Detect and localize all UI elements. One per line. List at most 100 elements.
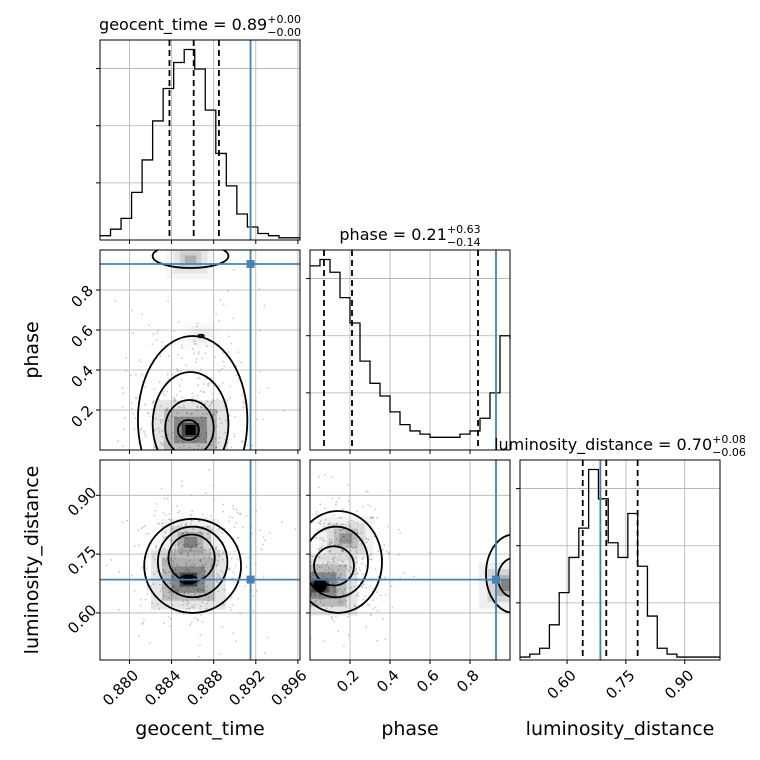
sample-point xyxy=(362,505,364,508)
sample-point xyxy=(341,550,344,553)
sample-point xyxy=(156,603,159,606)
sample-point xyxy=(131,309,133,312)
sample-point xyxy=(191,417,194,420)
sample-point xyxy=(162,569,165,572)
sample-point xyxy=(333,553,336,556)
sample-point xyxy=(175,393,178,396)
sample-point xyxy=(110,559,112,561)
sample-point xyxy=(325,564,327,567)
sample-point xyxy=(346,545,349,548)
sample-point xyxy=(387,552,390,554)
sample-point xyxy=(144,403,147,406)
contour-line xyxy=(164,399,215,450)
sample-point xyxy=(203,437,206,440)
sample-point xyxy=(331,562,334,565)
sample-point xyxy=(174,416,177,419)
sample-point xyxy=(239,512,242,515)
sample-point xyxy=(191,545,193,547)
sample-point xyxy=(170,539,173,542)
sample-point xyxy=(214,547,217,550)
sample-point xyxy=(158,431,161,433)
sample-point xyxy=(126,519,128,522)
sample-point xyxy=(365,625,368,628)
sample-point xyxy=(184,530,187,533)
sample-point xyxy=(360,562,363,565)
panel-phase-hist xyxy=(310,250,510,450)
sample-point xyxy=(117,440,119,443)
sample-point xyxy=(329,568,332,571)
sample-point xyxy=(356,552,358,555)
sample-point xyxy=(180,344,183,346)
sample-point xyxy=(153,573,156,575)
sample-point xyxy=(242,406,245,408)
sample-point xyxy=(146,588,149,591)
sample-point xyxy=(219,299,222,301)
sample-point xyxy=(223,588,226,591)
sample-point xyxy=(367,491,369,493)
sample-point xyxy=(323,522,325,525)
sample-point xyxy=(196,405,199,408)
sample-point xyxy=(331,616,334,619)
sample-point xyxy=(185,607,188,610)
sample-point xyxy=(210,402,213,405)
hist-geocent_time xyxy=(100,48,300,239)
sample-point xyxy=(365,541,368,544)
sample-point xyxy=(176,353,179,356)
sample-point xyxy=(223,527,226,530)
sample-point xyxy=(175,572,178,575)
sample-point xyxy=(314,599,317,602)
sample-point xyxy=(372,608,375,610)
sample-point xyxy=(333,524,336,526)
sample-point xyxy=(383,544,386,547)
sample-point xyxy=(202,588,205,591)
sample-point xyxy=(385,550,388,553)
sample-point xyxy=(326,561,329,563)
sample-point xyxy=(228,520,230,523)
sample-point xyxy=(218,553,221,556)
sample-point xyxy=(162,390,165,393)
sample-point xyxy=(364,490,367,493)
sample-point xyxy=(216,576,219,579)
sample-point xyxy=(143,525,146,528)
sample-point xyxy=(122,392,125,395)
sample-point xyxy=(222,360,225,363)
scatter-luminosity_distance-vs-phase xyxy=(306,460,510,660)
sample-point xyxy=(256,418,259,421)
sample-point xyxy=(399,531,402,534)
sample-point xyxy=(342,528,345,530)
sample-point xyxy=(218,528,220,530)
sample-point xyxy=(178,587,181,590)
sample-point xyxy=(180,541,183,544)
sample-point xyxy=(306,599,308,601)
sample-point xyxy=(186,554,189,556)
sample-point xyxy=(340,516,343,519)
sample-point xyxy=(177,573,179,576)
sample-point xyxy=(163,568,165,571)
sample-point xyxy=(168,513,171,515)
sample-point xyxy=(148,642,151,645)
sample-point xyxy=(398,553,401,556)
sample-point xyxy=(221,382,224,384)
sample-point xyxy=(210,401,213,404)
sample-point xyxy=(197,655,200,658)
sample-point xyxy=(328,543,331,546)
sample-point xyxy=(196,619,199,621)
sample-point xyxy=(362,598,364,601)
sample-point xyxy=(181,424,183,427)
sample-point xyxy=(200,406,202,409)
sample-point xyxy=(202,513,204,516)
sample-point xyxy=(191,400,194,403)
sample-point xyxy=(371,515,374,518)
sample-point xyxy=(206,383,209,386)
sample-point xyxy=(370,613,373,616)
panel-frame xyxy=(519,459,721,661)
panel-frame xyxy=(99,459,301,661)
sample-point xyxy=(339,554,342,557)
sample-point xyxy=(204,517,207,519)
sample-point xyxy=(208,536,211,539)
sample-point xyxy=(314,554,317,556)
hist-steps-luminosity_distance xyxy=(520,468,720,658)
sample-point xyxy=(168,571,171,573)
sample-point xyxy=(182,600,185,603)
sample-point xyxy=(137,529,140,532)
